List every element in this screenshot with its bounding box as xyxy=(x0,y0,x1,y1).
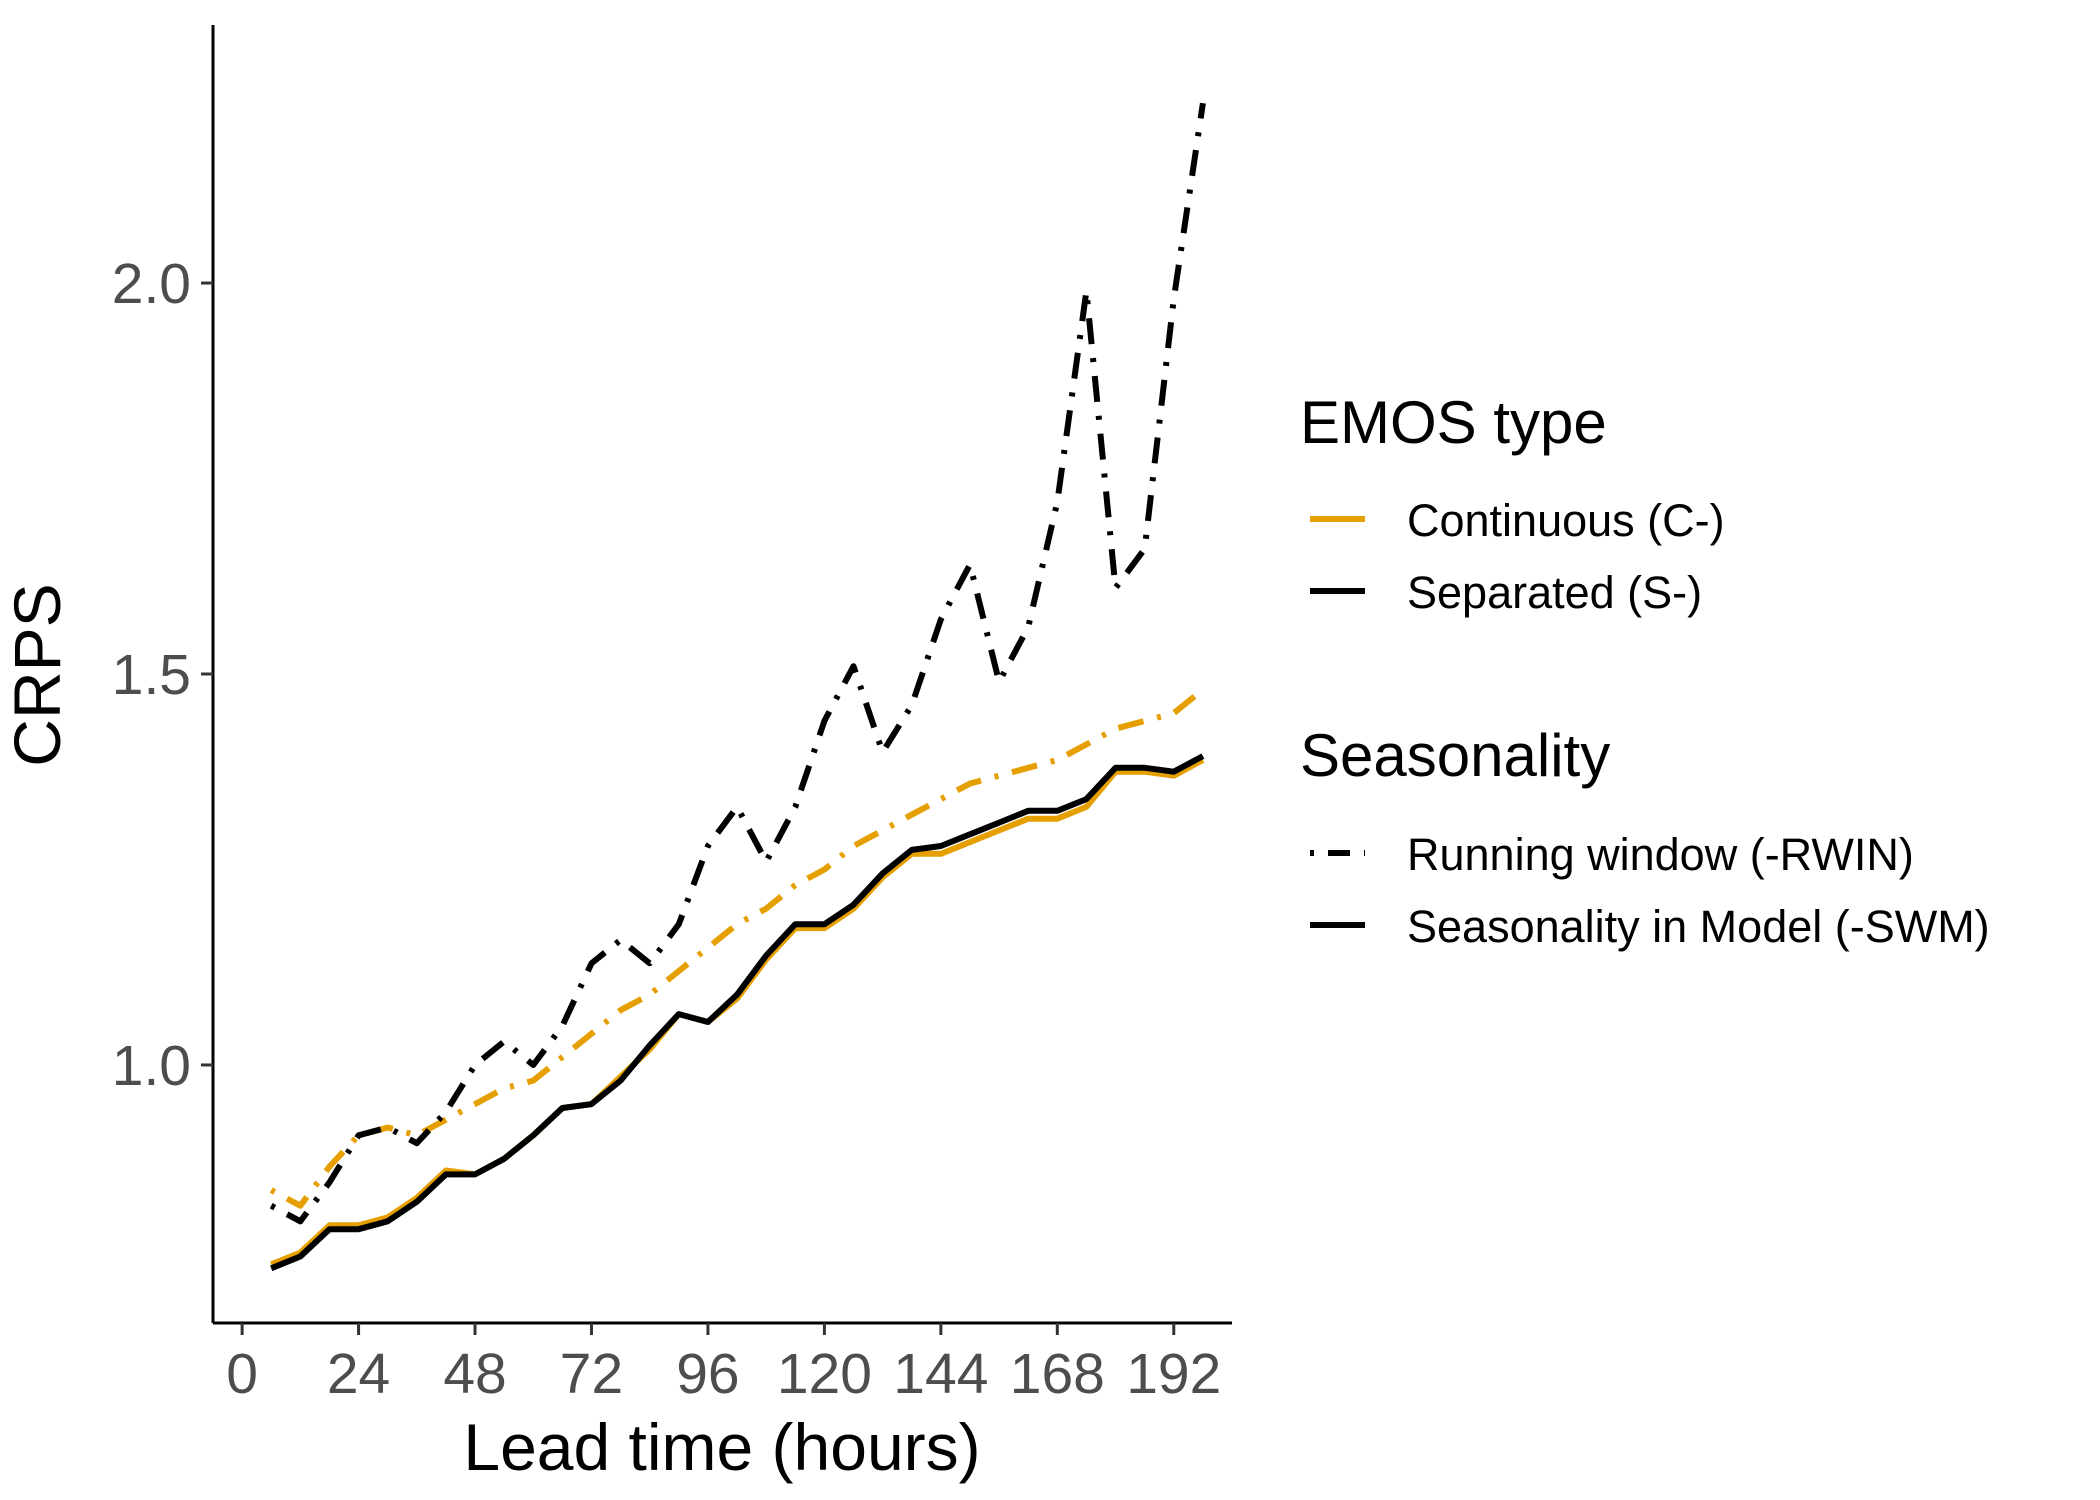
series-line-3 xyxy=(270,753,1205,1272)
legend-seasonality-title: Seasonality xyxy=(1300,722,1610,789)
legend-emos-title: EMOS type xyxy=(1300,389,1607,456)
x-tick-label: 72 xyxy=(560,1342,623,1406)
x-tick-label: 192 xyxy=(1126,1342,1221,1406)
legend-rwin-label: Running window (-RWIN) xyxy=(1407,829,1914,880)
x-tick-label: 0 xyxy=(226,1342,258,1406)
y-tick-label: 1.5 xyxy=(112,643,191,707)
legend-separated-label: Separated (S-) xyxy=(1407,567,1702,618)
x-tick-label: 48 xyxy=(443,1342,506,1406)
legend-continuous-label: Continuous (C-) xyxy=(1407,495,1725,546)
series-line-0 xyxy=(269,687,1205,1209)
series-line-1 xyxy=(269,102,1206,1225)
x-axis-ticks: 0 24 48 72 96 120 144 168 192 xyxy=(226,1323,1221,1406)
x-tick-label: 168 xyxy=(1010,1342,1105,1406)
series-line-2 xyxy=(270,757,1205,1268)
x-tick-label: 96 xyxy=(676,1342,739,1406)
legend-swm-label: Seasonality in Model (-SWM) xyxy=(1407,901,1990,952)
legend: EMOS type Continuous (C-) Separated (S-)… xyxy=(1300,389,1990,952)
x-axis-title: Lead time (hours) xyxy=(463,1410,980,1484)
x-tick-label: 24 xyxy=(327,1342,390,1406)
y-tick-label: 1.0 xyxy=(112,1034,191,1098)
plot-lines xyxy=(269,102,1206,1272)
y-axis-title: CRPS xyxy=(0,583,74,766)
x-tick-label: 144 xyxy=(893,1342,988,1406)
y-axis-ticks: 1.0 1.5 2.0 xyxy=(112,252,213,1098)
x-tick-label: 120 xyxy=(777,1342,872,1406)
y-tick-label: 2.0 xyxy=(112,252,191,316)
